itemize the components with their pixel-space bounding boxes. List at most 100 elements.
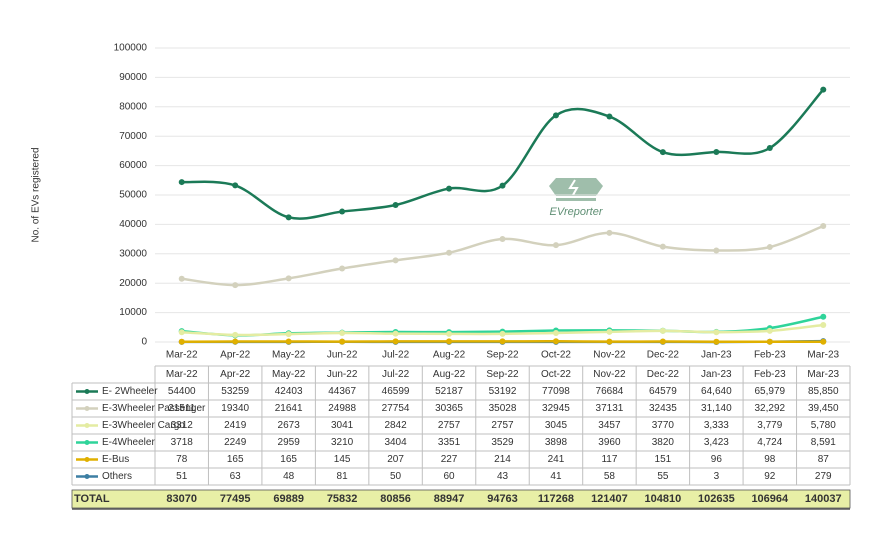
data-point [820, 223, 827, 230]
total-label: TOTAL [74, 493, 110, 505]
table-cell: 3718 [171, 437, 194, 448]
table-cell: 3,333 [704, 420, 729, 431]
table-cell: 241 [548, 454, 565, 465]
x-tick-label: Apr-22 [220, 350, 250, 361]
data-point [392, 257, 399, 264]
data-point [446, 249, 453, 256]
data-point [232, 282, 239, 289]
table-header: Nov-22 [593, 369, 626, 380]
x-tick-label: Jul-22 [382, 350, 410, 361]
table-header: Jan-23 [701, 369, 732, 380]
table-cell: 3,423 [704, 437, 729, 448]
total-cell: 121407 [591, 493, 628, 505]
table-cell: 42403 [275, 386, 303, 397]
x-tick-label: May-22 [272, 350, 306, 361]
x-tick-label: Jan-23 [701, 350, 732, 361]
watermark-logo [549, 178, 603, 201]
data-point [820, 322, 827, 329]
data-point [446, 338, 453, 345]
table-cell: 5,780 [811, 420, 836, 431]
legend-label: E-Bus [102, 454, 129, 465]
table-cell: 30365 [435, 403, 463, 414]
y-tick-label: 70000 [119, 131, 147, 142]
table-cell: 145 [334, 454, 351, 465]
data-point [178, 329, 185, 336]
table-cell: 2757 [491, 420, 514, 431]
table-cell: 3529 [491, 437, 514, 448]
y-tick-label: 80000 [119, 101, 147, 112]
data-point [766, 244, 773, 251]
table-cell: 32,292 [755, 403, 786, 414]
total-cell: 102635 [698, 493, 735, 505]
total-cell: 88947 [434, 493, 465, 505]
data-point [339, 265, 346, 272]
data-point [178, 179, 185, 186]
table-cell: 3 [714, 471, 720, 482]
data-point [820, 338, 827, 345]
table-cell: 63 [230, 471, 242, 482]
total-cell: 117268 [538, 493, 574, 505]
y-tick-label: 10000 [119, 307, 147, 318]
y-tick-label: 40000 [119, 219, 147, 230]
table-cell: 21641 [275, 403, 303, 414]
y-axis-label: No. of EVs registered [31, 147, 42, 242]
x-tick-label: Jun-22 [327, 350, 358, 361]
table-cell: 32945 [542, 403, 570, 414]
table-cell: 52187 [435, 386, 463, 397]
table-cell: 165 [280, 454, 297, 465]
legend-marker [84, 423, 90, 428]
table-cell: 3312 [171, 420, 194, 431]
data-point [392, 201, 399, 208]
table-cell: 58 [604, 471, 616, 482]
table-cell: 46599 [382, 386, 410, 397]
table-cell: 54400 [168, 386, 196, 397]
data-point [285, 214, 292, 221]
table-cell: 41 [550, 471, 562, 482]
table-cell: 117 [601, 454, 617, 465]
x-tick-label: Oct-22 [541, 350, 571, 361]
table-cell: 51 [176, 471, 188, 482]
legend-marker [84, 406, 90, 411]
data-point [606, 113, 613, 120]
data-point [552, 242, 559, 249]
data-point [820, 86, 827, 93]
data-point [659, 149, 666, 156]
data-point [446, 185, 453, 192]
y-tick-label: 60000 [119, 160, 147, 171]
data-point [606, 229, 613, 236]
table-cell: 3898 [545, 437, 568, 448]
x-tick-label: Nov-22 [593, 350, 626, 361]
table-cell: 3210 [331, 437, 354, 448]
total-cell: 83070 [166, 493, 197, 505]
table-cell: 19340 [221, 403, 249, 414]
x-tick-label: Feb-23 [754, 350, 786, 361]
table-cell: 151 [655, 454, 672, 465]
table-cell: 3404 [384, 437, 407, 448]
data-point [178, 275, 185, 282]
x-tick-label: Sep-22 [486, 350, 519, 361]
table-header: Mar-23 [807, 369, 839, 380]
table-header: Feb-23 [754, 369, 786, 380]
legend-label: Others [102, 471, 132, 482]
table-cell: 24988 [328, 403, 356, 414]
y-tick-label: 90000 [119, 72, 147, 83]
table-cell: 35028 [489, 403, 517, 414]
table-cell: 92 [764, 471, 776, 482]
x-tick-label: Mar-23 [807, 350, 839, 361]
data-point [713, 247, 720, 254]
table-cell: 3820 [652, 437, 675, 448]
data-point [446, 330, 453, 337]
data-point [552, 338, 559, 345]
table-cell: 87 [818, 454, 830, 465]
table-cell: 2249 [224, 437, 247, 448]
total-cell: 140037 [805, 493, 842, 505]
table-cell: 3351 [438, 437, 461, 448]
data-point [713, 338, 720, 345]
table-cell: 8,591 [811, 437, 836, 448]
table-cell: 2959 [278, 437, 301, 448]
table-cell: 53192 [489, 386, 517, 397]
total-cell: 69889 [273, 493, 304, 505]
table-header: Oct-22 [541, 369, 571, 380]
table-header: Jun-22 [327, 369, 358, 380]
